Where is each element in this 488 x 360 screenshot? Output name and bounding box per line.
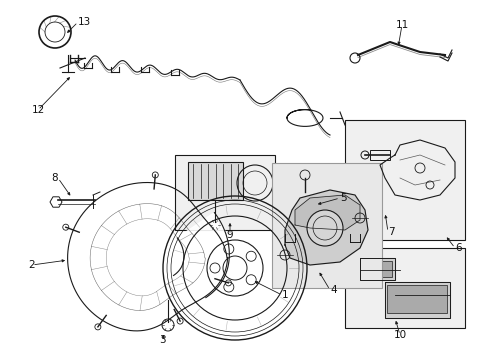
Text: 2: 2 <box>29 260 35 270</box>
Text: 1: 1 <box>282 290 288 300</box>
Polygon shape <box>294 195 359 230</box>
Polygon shape <box>173 212 229 298</box>
Bar <box>369 150 389 160</box>
Text: 13: 13 <box>78 17 91 27</box>
Polygon shape <box>384 282 449 318</box>
Bar <box>386 285 446 313</box>
Text: 6: 6 <box>454 243 461 253</box>
Polygon shape <box>359 258 394 280</box>
Text: 9: 9 <box>226 230 233 240</box>
Bar <box>175 155 274 230</box>
Circle shape <box>306 210 342 246</box>
Bar <box>345 120 464 240</box>
Polygon shape <box>285 190 367 265</box>
Bar <box>187 162 243 200</box>
Text: 12: 12 <box>31 105 44 115</box>
Text: 8: 8 <box>51 173 58 183</box>
Text: 11: 11 <box>395 20 408 30</box>
Bar <box>345 248 464 328</box>
Bar <box>271 163 381 288</box>
Text: 7: 7 <box>387 227 394 237</box>
Bar <box>361 261 391 277</box>
Text: 3: 3 <box>159 335 165 345</box>
Text: 5: 5 <box>339 193 346 203</box>
Text: 4: 4 <box>329 285 336 295</box>
Text: 10: 10 <box>393 330 406 340</box>
